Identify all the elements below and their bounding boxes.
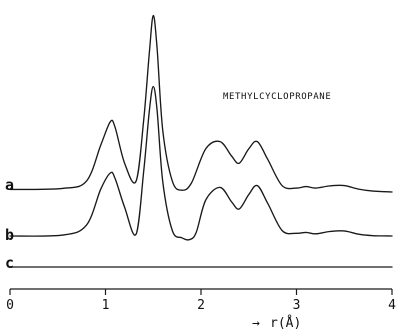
curve-label-c: c <box>5 254 14 272</box>
x-tick-label: 3 <box>293 298 301 313</box>
x-tick-label: 1 <box>102 298 110 313</box>
curve-labels-group: a bc <box>5 176 14 272</box>
x-tick-label: 2 <box>197 298 205 313</box>
x-axis-label-arrow: → <box>252 316 260 330</box>
x-tick-label: 4 <box>388 298 396 313</box>
curves-group <box>9 14 393 268</box>
x-axis-label-group: → r(Å) <box>252 315 301 330</box>
x-axis-label: r(Å) <box>270 315 301 330</box>
curve-label-b: b <box>5 226 14 244</box>
curve-label-a: a <box>5 176 14 194</box>
chart-title: METHYLCYCLOPROPANE <box>223 92 331 102</box>
curve-b <box>9 85 393 241</box>
x-tick-label: 0 <box>6 298 14 313</box>
curve-a <box>9 14 393 193</box>
x-axis-ticks: 0 1 2 3 4 <box>6 289 396 313</box>
